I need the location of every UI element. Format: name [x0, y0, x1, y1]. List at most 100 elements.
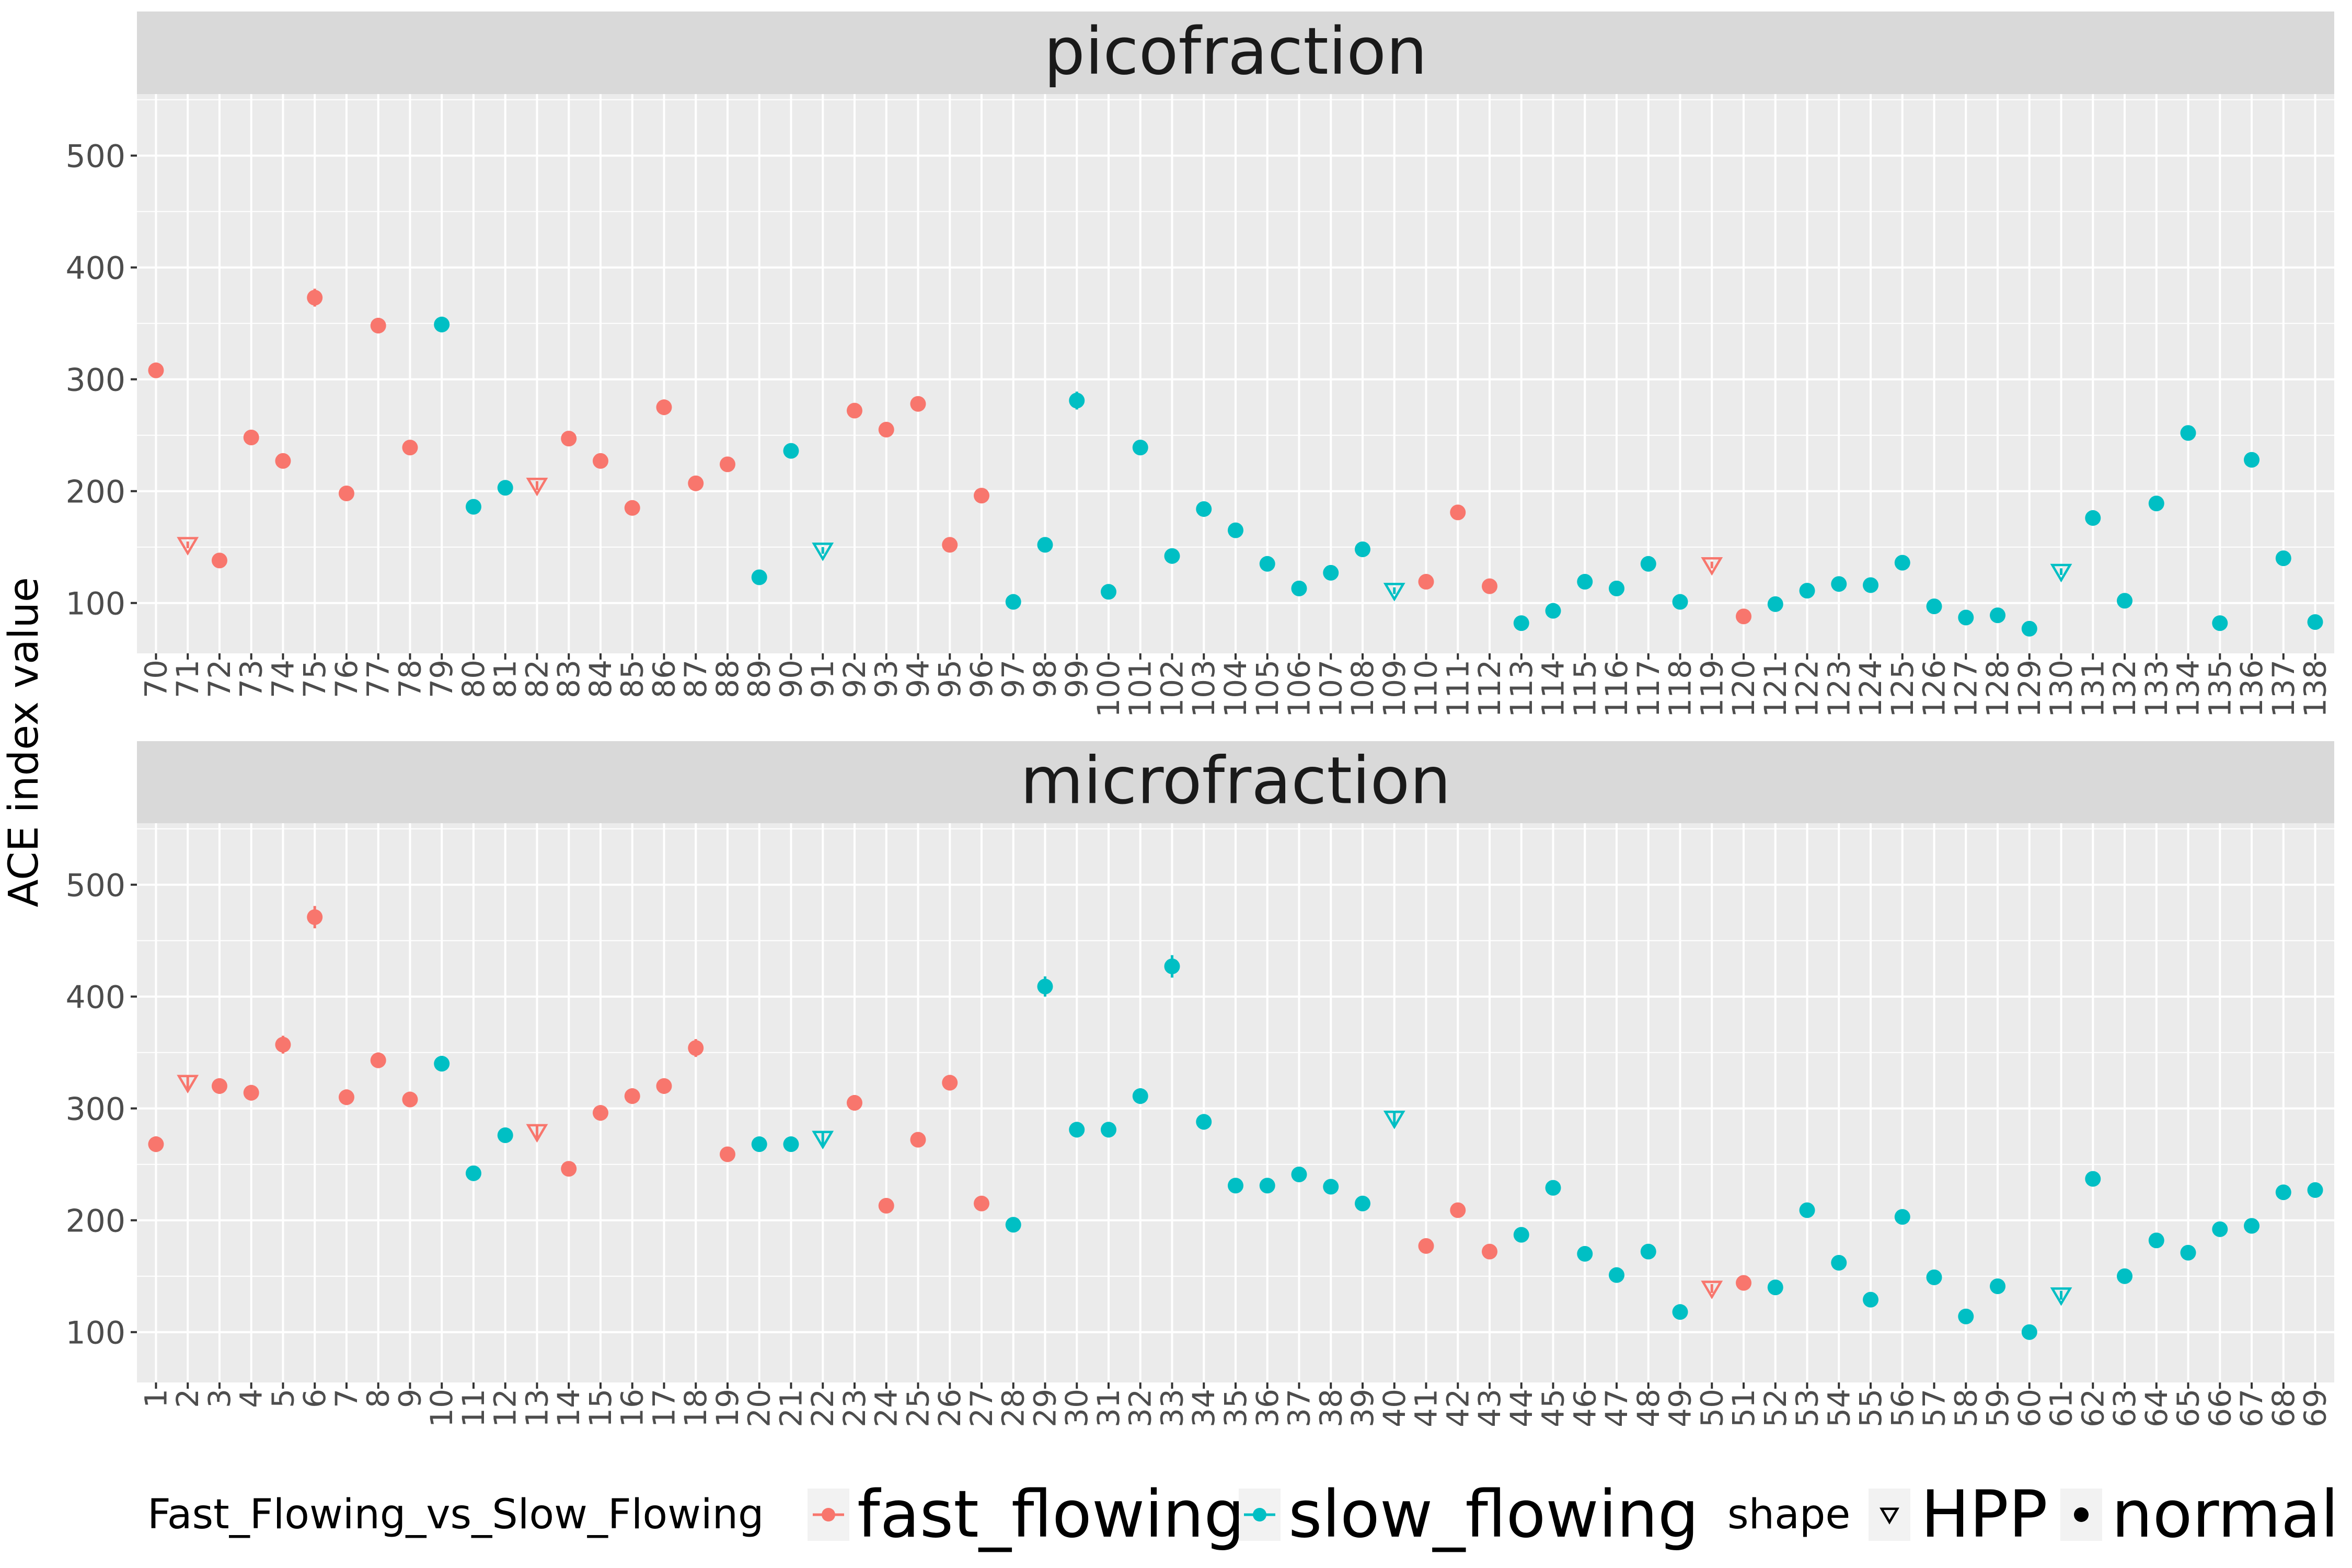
- data-point: [1577, 1246, 1593, 1262]
- data-point: [1672, 1304, 1688, 1320]
- x-tick-label: 138: [2298, 660, 2333, 718]
- x-tick-label: 130: [2044, 660, 2079, 718]
- x-tick-label: 50: [1694, 1389, 1730, 1427]
- data-point: [624, 1088, 640, 1104]
- x-tick-label: 62: [2075, 1389, 2111, 1427]
- data-point: [402, 440, 418, 456]
- data-point: [561, 431, 577, 447]
- x-tick-label: 117: [1631, 660, 1666, 718]
- x-tick-label: 88: [710, 660, 745, 698]
- x-tick-label: 121: [1758, 660, 1793, 718]
- data-point: [434, 1056, 450, 1072]
- data-point: [846, 1095, 862, 1111]
- x-tick-label: 80: [456, 660, 491, 698]
- data-point: [211, 1078, 227, 1094]
- data-point: [1228, 1178, 1243, 1194]
- data-point: [1609, 580, 1625, 596]
- data-point: [1513, 1227, 1529, 1243]
- data-point: [148, 1136, 164, 1152]
- strip-background: [137, 11, 2334, 94]
- legend: Fast_Flowing_vs_Slow_Flowing fast_flowing…: [147, 1477, 2338, 1552]
- x-tick-label: 92: [837, 660, 872, 698]
- x-tick-label: 128: [1980, 660, 2015, 718]
- data-point: [2085, 1171, 2101, 1187]
- x-tick-label: 15: [583, 1389, 618, 1427]
- x-tick-label: 61: [2044, 1389, 2079, 1427]
- x-tick-label: 97: [996, 660, 1031, 698]
- data-point: [2212, 1221, 2228, 1237]
- data-point: [307, 909, 323, 925]
- x-tick-label: 22: [805, 1389, 840, 1427]
- data-point: [1069, 393, 1085, 409]
- data-point: [434, 316, 450, 332]
- data-point: [2307, 614, 2323, 630]
- legend-key-point: [822, 1508, 835, 1521]
- data-point: [2021, 1324, 2037, 1340]
- x-tick-label: 46: [1567, 1389, 1602, 1427]
- y-tick-label: 100: [65, 1315, 125, 1352]
- data-point: [688, 475, 704, 491]
- data-point: [307, 290, 323, 306]
- data-point: [1450, 504, 1466, 521]
- data-point: [1609, 1267, 1625, 1283]
- data-point: [211, 552, 227, 569]
- legend-shape-title: shape: [1727, 1491, 1850, 1538]
- y-axis-title: ACE index value: [1, 577, 48, 907]
- data-point: [1767, 1279, 1783, 1296]
- x-tick-label: 26: [932, 1389, 967, 1427]
- data-point: [561, 1161, 577, 1177]
- x-tick-label: 52: [1758, 1389, 1793, 1427]
- panel-title: microfraction: [1020, 744, 1451, 819]
- x-tick-label: 28: [996, 1389, 1031, 1427]
- data-point: [2148, 1232, 2164, 1249]
- x-tick-label: 71: [170, 660, 205, 698]
- data-point: [2117, 1268, 2133, 1284]
- data-point-hpp: [812, 1131, 834, 1150]
- data-point: [1069, 1122, 1085, 1138]
- x-tick-label: 32: [1123, 1389, 1158, 1427]
- x-tick-label: 91: [805, 660, 840, 698]
- x-tick-label: 79: [424, 660, 459, 698]
- x-tick-label: 36: [1250, 1389, 1285, 1427]
- legend-key-normal-shape: [2074, 1507, 2089, 1522]
- data-point: [2117, 593, 2133, 609]
- x-tick-label: 10: [424, 1389, 459, 1427]
- data-point-hpp: [812, 543, 834, 561]
- data-point: [1259, 556, 1275, 572]
- data-point: [1323, 1179, 1339, 1195]
- x-tick-label: 69: [2298, 1389, 2333, 1427]
- data-point: [1355, 1195, 1371, 1212]
- x-tick-label: 2: [170, 1389, 205, 1408]
- x-tick-label: 105: [1250, 660, 1285, 718]
- data-point: [656, 399, 672, 416]
- data-point: [1291, 580, 1307, 596]
- data-point: [1577, 574, 1593, 590]
- data-point: [2180, 425, 2196, 441]
- data-point-hpp: [1701, 557, 1723, 576]
- x-tick-label: 115: [1567, 660, 1602, 718]
- data-point: [1482, 1243, 1498, 1260]
- y-tick-label: 400: [65, 979, 125, 1016]
- x-tick-label: 8: [361, 1389, 396, 1408]
- x-tick-label: 106: [1282, 660, 1317, 718]
- x-tick-label: 107: [1313, 660, 1348, 718]
- data-point: [2244, 452, 2260, 468]
- x-tick-label: 125: [1885, 660, 1920, 718]
- x-tick-label: 7: [329, 1389, 364, 1408]
- data-point: [1037, 537, 1053, 553]
- data-point: [1005, 594, 1021, 610]
- data-point: [751, 569, 767, 585]
- data-point: [1005, 1217, 1021, 1233]
- data-point: [1196, 501, 1212, 517]
- x-tick-label: 89: [742, 660, 777, 698]
- data-point: [592, 453, 608, 469]
- data-point: [783, 443, 799, 459]
- x-tick-label: 20: [742, 1389, 777, 1427]
- x-tick-label: 87: [678, 660, 713, 698]
- data-point: [1196, 1114, 1212, 1130]
- data-point: [1513, 615, 1529, 631]
- x-tick-label: 41: [1409, 1389, 1444, 1427]
- data-point: [1990, 1278, 2006, 1294]
- data-point: [1831, 1255, 1847, 1271]
